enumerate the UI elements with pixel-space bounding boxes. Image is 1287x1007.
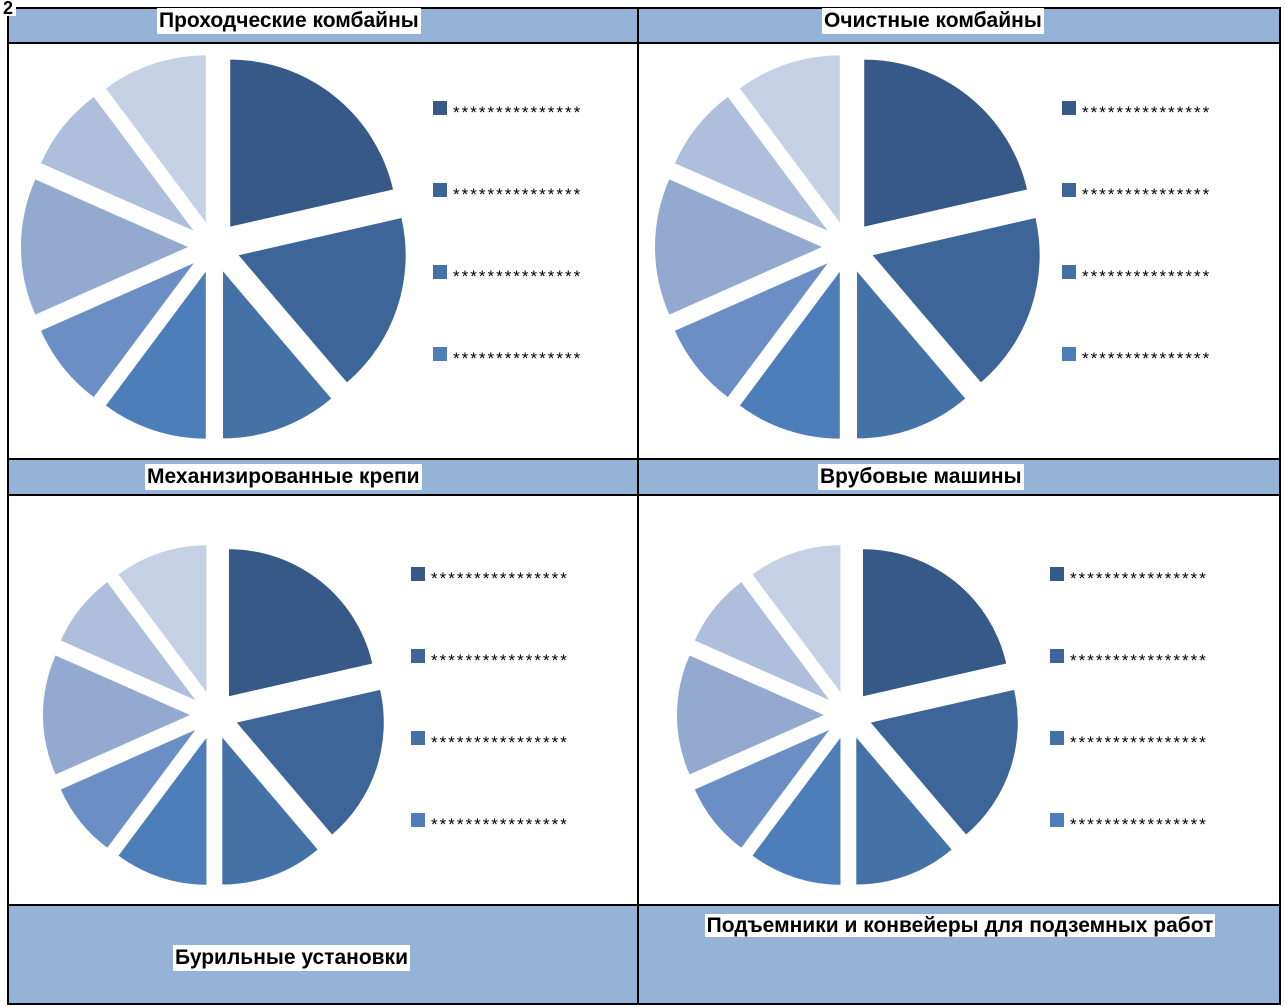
pie-slice xyxy=(655,179,822,315)
legend-swatch xyxy=(433,101,447,115)
legend-swatch xyxy=(1062,347,1076,361)
pie-slice xyxy=(40,263,194,398)
pie-slice xyxy=(222,271,332,439)
pie-slice xyxy=(856,737,952,885)
legend-swatch xyxy=(1050,731,1064,745)
row-divider xyxy=(7,458,1281,460)
pie-slice xyxy=(739,271,840,439)
legend-label: *************** xyxy=(1082,349,1212,368)
legend-label: *************** xyxy=(1082,103,1212,122)
pie-slice xyxy=(677,655,824,775)
pie-slice xyxy=(228,549,373,697)
legend-swatch xyxy=(411,649,425,663)
pie-slice xyxy=(864,59,1028,227)
pie-slice xyxy=(40,96,194,231)
pie-slice xyxy=(694,729,830,848)
panel-title: Механизированные крепи xyxy=(145,464,422,490)
legend-label: *************** xyxy=(453,267,583,286)
pie-slice xyxy=(118,737,207,885)
corner-mark: 2 xyxy=(0,0,17,17)
row-divider xyxy=(7,494,1281,496)
legend-label: **************** xyxy=(431,651,569,670)
pie-slice xyxy=(105,271,206,439)
legend-swatch xyxy=(1050,813,1064,827)
legend-label: **************** xyxy=(431,815,569,834)
pie-slice xyxy=(752,737,841,885)
legend-swatch xyxy=(411,813,425,827)
legend-swatch xyxy=(1050,567,1064,581)
pie-slice xyxy=(694,582,830,701)
panel-title: Очистные комбайны xyxy=(822,8,1044,34)
pie-slice xyxy=(238,218,406,383)
pie-slice xyxy=(739,55,840,223)
legend-swatch xyxy=(433,347,447,361)
legend-label: *************** xyxy=(453,103,583,122)
legend-swatch xyxy=(433,265,447,279)
legend-swatch xyxy=(1062,265,1076,279)
panel-title: Бурильные установки xyxy=(173,945,410,971)
pie-slice xyxy=(862,549,1007,697)
pie-slice xyxy=(752,545,841,693)
legend-label: **************** xyxy=(1070,651,1208,670)
pie-slice xyxy=(856,271,966,439)
panel-title: Врубовые машины xyxy=(818,464,1024,490)
legend-swatch xyxy=(1050,649,1064,663)
legend-label: *************** xyxy=(453,349,583,368)
panel-title: Проходческие комбайны xyxy=(157,8,421,34)
legend-label: *************** xyxy=(1082,267,1212,286)
legend-swatch xyxy=(1062,183,1076,197)
legend-swatch xyxy=(411,731,425,745)
pie-slice xyxy=(674,263,828,398)
table-frame xyxy=(7,7,1281,1005)
legend-label: **************** xyxy=(431,569,569,588)
pie-slice xyxy=(42,655,191,775)
legend-swatch xyxy=(1062,101,1076,115)
pie-slice xyxy=(118,545,207,693)
pie-slice xyxy=(870,689,1018,835)
row-divider xyxy=(7,904,1281,906)
pie-slice xyxy=(60,729,196,848)
legend-label: **************** xyxy=(1070,815,1208,834)
pie-slice xyxy=(60,582,196,701)
legend-label: **************** xyxy=(1070,569,1208,588)
pie-slice xyxy=(105,55,206,223)
column-divider xyxy=(637,7,639,1005)
pie-slice xyxy=(872,218,1040,383)
legend-label: **************** xyxy=(1070,733,1208,752)
pie-slice xyxy=(674,96,828,231)
legend-label: *************** xyxy=(453,185,583,204)
panel-title: Подъемники и конвейеры для подземных раб… xyxy=(660,913,1260,939)
legend-swatch xyxy=(433,183,447,197)
legend-label: *************** xyxy=(1082,185,1212,204)
row-divider xyxy=(7,42,1281,44)
panel-title-text: Подъемники и конвейеры для подземных раб… xyxy=(704,914,1216,937)
pie-slice xyxy=(222,737,318,885)
pie-slice xyxy=(236,689,384,835)
pie-slice xyxy=(20,179,189,315)
pie-slice xyxy=(230,59,394,227)
legend-swatch xyxy=(411,567,425,581)
legend-label: **************** xyxy=(431,733,569,752)
